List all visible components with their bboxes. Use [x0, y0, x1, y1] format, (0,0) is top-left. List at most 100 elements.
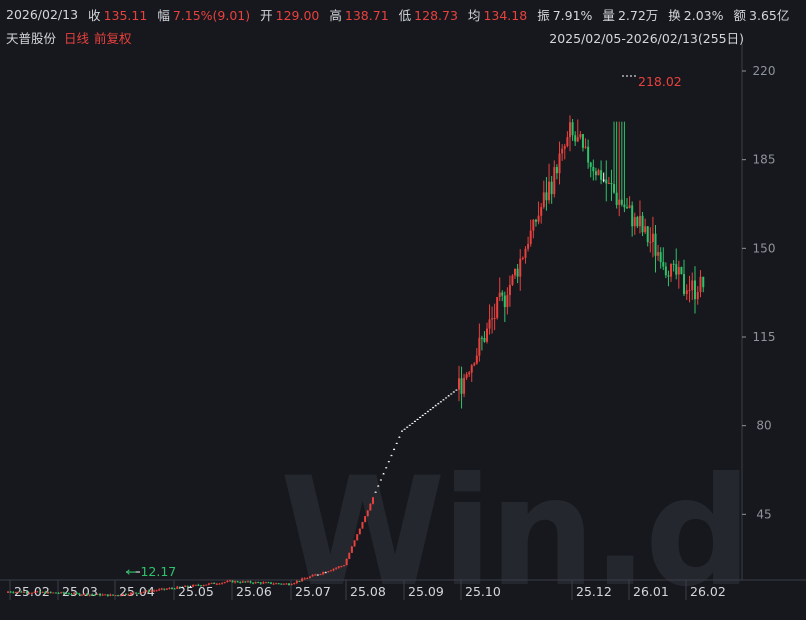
candle-body	[165, 588, 168, 590]
candle-body	[385, 467, 388, 469]
candle-body	[521, 257, 524, 259]
candle-body	[117, 595, 120, 597]
candle-body	[540, 207, 543, 216]
candle-body	[581, 134, 584, 148]
x-tick-label: 25.05	[178, 584, 214, 599]
candle-body	[398, 436, 401, 438]
candle-body	[20, 591, 23, 593]
candle-body	[200, 585, 202, 587]
candle-body	[478, 337, 481, 356]
candle-body	[483, 338, 486, 342]
quote-header: 2026/02/13 收 135.11 幅 7.15%(9.01) 开 129.00 …	[0, 0, 806, 28]
candle-body	[511, 275, 514, 285]
candle-body	[542, 192, 545, 208]
x-tick-label: 25.12	[576, 584, 612, 599]
candle-body	[514, 268, 516, 276]
turnover-label: 换	[668, 7, 681, 23]
candle-body	[67, 593, 70, 595]
candle-body	[548, 181, 551, 201]
candle-body	[324, 572, 327, 574]
candle-body	[597, 170, 600, 176]
candle-body	[491, 318, 494, 320]
low-field: 低 128.73	[399, 5, 458, 24]
candle-body	[442, 399, 445, 401]
candle-body	[534, 219, 537, 222]
candle-body	[241, 581, 244, 583]
candle-body	[25, 591, 28, 594]
candle-body	[337, 566, 340, 568]
candle-body	[667, 275, 670, 277]
candle-body	[569, 122, 571, 138]
candle-body	[319, 574, 322, 576]
candle-body	[114, 595, 117, 597]
candle-body	[550, 181, 553, 195]
candle-body	[122, 593, 125, 596]
x-tick-label: 25.08	[350, 584, 386, 599]
open-label: 开	[260, 7, 273, 23]
candle-body	[594, 171, 597, 176]
candle-body	[605, 179, 608, 184]
candle-body	[236, 581, 239, 583]
candle-body	[699, 276, 702, 293]
candle-body	[176, 586, 179, 589]
candle-body	[419, 417, 422, 419]
candle-body	[589, 162, 592, 167]
y-tick-label: 185	[753, 153, 776, 167]
candle-body	[426, 411, 429, 413]
candle-body	[677, 267, 680, 275]
candle-body	[135, 592, 138, 594]
candle-body	[282, 583, 285, 585]
candle-body	[620, 199, 623, 205]
open-field: 开 129.00	[260, 5, 319, 24]
candle-body	[437, 403, 440, 405]
candle-body	[293, 583, 296, 585]
candle-body	[41, 591, 44, 593]
candle-body	[618, 199, 621, 205]
candle-body	[501, 292, 504, 296]
candle-body	[413, 420, 416, 422]
candle-body	[641, 215, 644, 233]
candle-body	[124, 593, 127, 595]
candle-body	[657, 252, 660, 256]
candle-body	[86, 593, 89, 596]
candle-body	[382, 473, 385, 475]
candle-body	[592, 166, 595, 172]
candle-body	[503, 295, 506, 308]
y-tick-label: 220	[753, 64, 776, 78]
candle-body	[246, 581, 249, 583]
candle-body	[213, 582, 216, 584]
low-label: 低	[398, 7, 412, 23]
date-range: 2025/02/05-2026/02/13(255日)	[549, 31, 744, 46]
candle-body	[364, 516, 367, 523]
candle-body	[306, 578, 309, 580]
candle-body	[254, 582, 257, 584]
candle-body	[62, 592, 65, 594]
quote-date: 2026/02/13	[6, 6, 79, 22]
candle-body	[308, 576, 311, 579]
candle-body	[369, 503, 372, 511]
candle-body	[350, 546, 353, 553]
candle-body	[93, 594, 96, 596]
candle-body	[401, 430, 403, 432]
candle-body	[613, 184, 616, 193]
volume-label: 量	[602, 7, 615, 23]
candle-body	[23, 591, 25, 593]
candle-body	[498, 292, 501, 298]
candle-body	[28, 592, 31, 594]
candle-body	[104, 594, 107, 596]
candle-body	[160, 588, 163, 590]
adjust-selector[interactable]: 前复权	[94, 31, 132, 46]
candle-body	[576, 137, 579, 142]
candle-body	[249, 581, 252, 583]
candle-body	[516, 268, 519, 277]
candle-body	[158, 589, 161, 591]
period-selector[interactable]: 日线	[64, 31, 90, 46]
candle-body	[638, 215, 641, 227]
candle-body	[670, 263, 673, 277]
candle-body	[257, 582, 260, 584]
candle-body	[372, 497, 374, 504]
candle-body	[91, 594, 94, 596]
candle-body	[80, 594, 83, 596]
candle-body	[275, 583, 278, 585]
